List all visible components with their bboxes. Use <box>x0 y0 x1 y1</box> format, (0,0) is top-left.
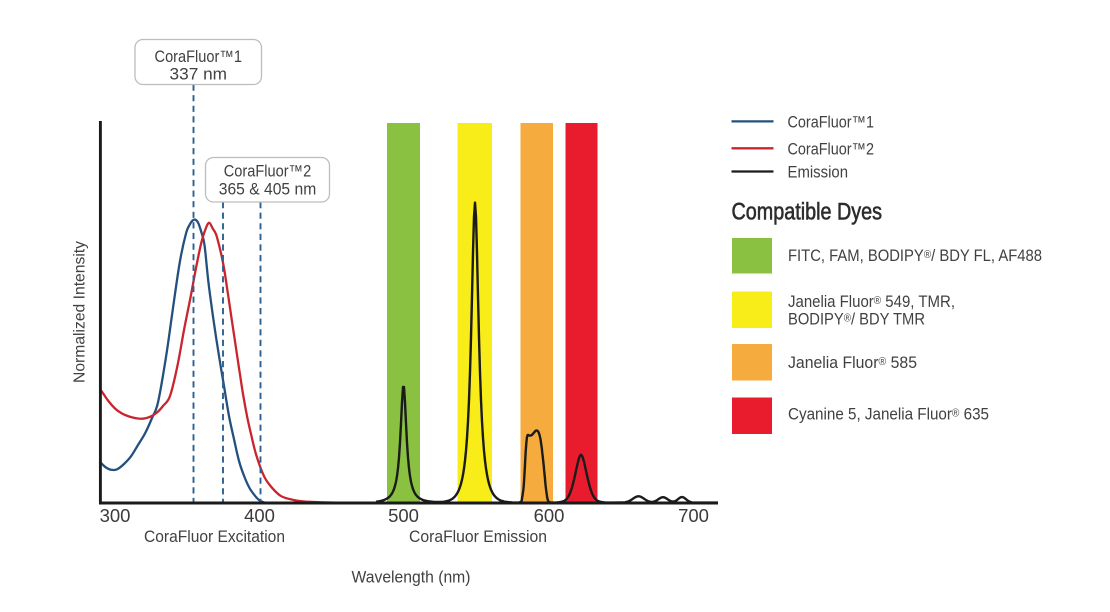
svg-text:CoraFluor™1: CoraFluor™1 <box>788 114 875 132</box>
svg-text:337 nm: 337 nm <box>170 66 228 84</box>
svg-text:CoraFluor™1: CoraFluor™1 <box>155 48 243 66</box>
svg-text:FITC, FAM, BODIPY®/ BDY FL, AF: FITC, FAM, BODIPY®/ BDY FL, AF488 <box>788 247 1042 265</box>
svg-text:300: 300 <box>100 505 131 526</box>
svg-text:BODIPY®/ BDY TMR: BODIPY®/ BDY TMR <box>788 311 925 329</box>
svg-text:600: 600 <box>534 505 565 526</box>
svg-text:700: 700 <box>678 505 709 526</box>
svg-text:CoraFluor™2: CoraFluor™2 <box>224 163 312 181</box>
svg-text:400: 400 <box>244 505 275 526</box>
svg-text:Emission: Emission <box>788 163 849 181</box>
svg-text:Janelia Fluor® 549, TMR,: Janelia Fluor® 549, TMR, <box>788 293 955 311</box>
svg-text:Wavelength (nm): Wavelength (nm) <box>352 568 471 587</box>
svg-text:CoraFluor Emission: CoraFluor Emission <box>409 527 547 546</box>
svg-text:Janelia Fluor® 585: Janelia Fluor® 585 <box>788 354 917 372</box>
svg-text:CoraFluor Excitation: CoraFluor Excitation <box>144 527 285 546</box>
svg-text:Normalized Intensity: Normalized Intensity <box>72 241 89 383</box>
svg-text:365 & 405 nm: 365 & 405 nm <box>219 181 317 199</box>
svg-text:Cyanine 5, Janelia Fluor® 635: Cyanine 5, Janelia Fluor® 635 <box>788 406 989 424</box>
svg-text:CoraFluor™2: CoraFluor™2 <box>788 140 875 158</box>
svg-text:Compatible Dyes: Compatible Dyes <box>732 199 883 226</box>
svg-text:500: 500 <box>388 505 419 526</box>
